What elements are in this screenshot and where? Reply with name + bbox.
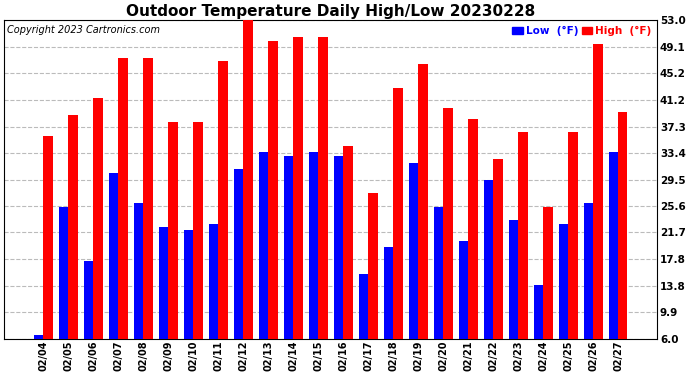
Bar	[159, 227, 168, 375]
Bar	[618, 112, 627, 375]
Bar	[509, 220, 518, 375]
Bar	[468, 118, 477, 375]
Bar	[209, 224, 218, 375]
Bar	[68, 115, 78, 375]
Bar	[118, 58, 128, 375]
Bar	[408, 163, 418, 375]
Bar	[418, 64, 428, 375]
Bar	[193, 122, 203, 375]
Title: Outdoor Temperature Daily High/Low 20230228: Outdoor Temperature Daily High/Low 20230…	[126, 4, 535, 19]
Bar	[284, 156, 293, 375]
Bar	[558, 224, 568, 375]
Bar	[59, 207, 68, 375]
Bar	[268, 40, 277, 375]
Bar	[34, 335, 43, 375]
Bar	[593, 44, 602, 375]
Bar	[368, 193, 377, 375]
Bar	[334, 156, 343, 375]
Bar	[293, 37, 303, 375]
Bar	[43, 135, 53, 375]
Bar	[168, 122, 178, 375]
Bar	[244, 20, 253, 375]
Bar	[184, 230, 193, 375]
Bar	[318, 37, 328, 375]
Bar	[259, 153, 268, 375]
Bar	[543, 207, 553, 375]
Bar	[144, 58, 152, 375]
Bar	[109, 173, 118, 375]
Bar	[584, 203, 593, 375]
Bar	[308, 153, 318, 375]
Bar	[609, 153, 618, 375]
Bar	[393, 88, 403, 375]
Bar	[218, 61, 228, 375]
Bar	[533, 285, 543, 375]
Bar	[83, 261, 93, 375]
Text: Copyright 2023 Cartronics.com: Copyright 2023 Cartronics.com	[8, 25, 161, 35]
Bar	[384, 248, 393, 375]
Bar	[134, 203, 144, 375]
Bar	[234, 170, 244, 375]
Bar	[443, 108, 453, 375]
Bar	[359, 274, 368, 375]
Bar	[493, 159, 502, 375]
Bar	[433, 207, 443, 375]
Bar	[484, 180, 493, 375]
Bar	[343, 146, 353, 375]
Bar	[568, 132, 578, 375]
Legend: Low  (°F), High  (°F): Low (°F), High (°F)	[509, 22, 656, 40]
Bar	[93, 98, 103, 375]
Bar	[459, 241, 468, 375]
Bar	[518, 132, 528, 375]
